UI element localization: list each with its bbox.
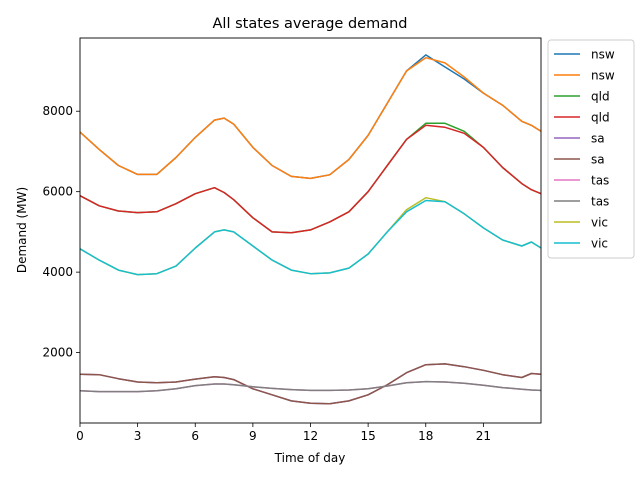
legend-label-nsw: nsw <box>591 69 615 83</box>
legend: nsw nsw qld qld sa sa tas tas vic vic <box>547 39 635 259</box>
x-axis-label: Time of day <box>274 451 346 465</box>
x-tick-label: 0 <box>76 429 84 443</box>
y-tick-label: 4000 <box>42 265 73 279</box>
y-tick-label: 2000 <box>42 346 73 360</box>
series-line-qld-3 <box>79 124 542 234</box>
series-line-nsw-1 <box>79 56 542 180</box>
series-line-vic-9 <box>79 199 542 276</box>
legend-label-nsw: nsw <box>591 48 615 62</box>
y-tick-label: 6000 <box>42 185 73 199</box>
x-tick-label: 18 <box>418 429 433 443</box>
x-tick-label: 3 <box>134 429 142 443</box>
legend-label-vic: vic <box>591 237 608 251</box>
legend-label-sa: sa <box>591 132 605 146</box>
series-line-nsw-0 <box>79 54 542 180</box>
series-line-vic-8 <box>79 196 542 276</box>
legend-label-sa: sa <box>591 153 605 167</box>
series-line-sa-5 <box>79 363 542 405</box>
series-layer <box>79 54 542 405</box>
x-tick-label: 9 <box>249 429 257 443</box>
x-tick-label: 12 <box>303 429 318 443</box>
x-tick-label: 15 <box>360 429 375 443</box>
y-axis-label: Demand (MW) <box>15 187 29 273</box>
legend-label-vic: vic <box>591 216 608 230</box>
series-line-tas-7 <box>79 380 542 393</box>
chart-title: All states average demand <box>213 16 408 32</box>
y-tick-label: 8000 <box>42 104 73 118</box>
legend-items: nsw nsw qld qld sa sa tas tas vic vic <box>554 48 615 251</box>
legend-label-qld: qld <box>591 111 610 125</box>
legend-label-tas: tas <box>591 195 609 209</box>
x-axis-ticks: 0 3 6 9 12 15 18 21 <box>76 423 491 443</box>
legend-label-qld: qld <box>591 90 610 104</box>
legend-label-tas: tas <box>591 174 609 188</box>
x-tick-label: 21 <box>476 429 491 443</box>
x-tick-label: 6 <box>191 429 199 443</box>
y-axis-ticks: 2000 4000 6000 8000 <box>42 104 80 360</box>
legend-frame <box>547 39 635 259</box>
